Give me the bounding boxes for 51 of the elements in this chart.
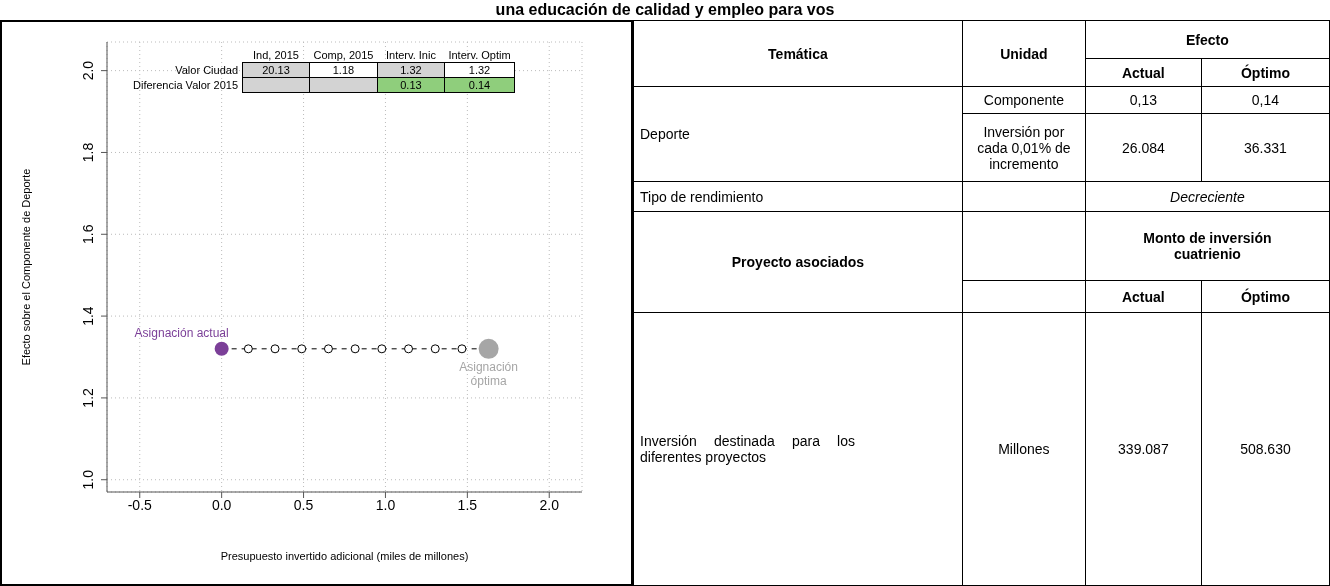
y-axis-title: Efecto sobre el Componente de Deporte bbox=[19, 168, 32, 366]
text: Efecto bbox=[1085, 20, 1330, 59]
y-tick-label: 1.6 bbox=[80, 224, 96, 245]
text: 36.331 bbox=[1201, 113, 1330, 182]
text: una educación de calidad y empleo para vos bbox=[494, 0, 836, 19]
annotation: 1.18 bbox=[309, 62, 378, 78]
annotation: 1.32 bbox=[377, 62, 445, 78]
text: 0,13 bbox=[1085, 86, 1202, 114]
text: Actual bbox=[1085, 58, 1202, 87]
x-tick-label: -0.5 bbox=[127, 496, 153, 513]
text: Inversión por cada 0,01% de incremento bbox=[962, 113, 1086, 182]
text: Óptimo bbox=[1201, 280, 1330, 313]
annotation: 0.13 bbox=[377, 77, 445, 93]
y-tick-label: 1.8 bbox=[80, 142, 96, 163]
text: Monto de inversión cuatrienio bbox=[1142, 230, 1273, 262]
annotation: Interv. Optim bbox=[447, 48, 512, 63]
text: Óptimo bbox=[1201, 58, 1330, 87]
text: 339.087 bbox=[1085, 312, 1202, 586]
annotation: Asignación actual bbox=[134, 325, 229, 340]
annotation: Valor Ciudad bbox=[174, 63, 239, 78]
annotation: 20.13 bbox=[242, 62, 310, 78]
text: Millones bbox=[962, 312, 1086, 586]
text: Decreciente bbox=[1085, 181, 1330, 212]
text: Deporte bbox=[633, 86, 963, 182]
annotation: 1.32 bbox=[444, 62, 515, 78]
text: Temática bbox=[633, 20, 963, 87]
text: 508.630 bbox=[1201, 312, 1330, 586]
annotation: Ind, 2015 bbox=[252, 48, 300, 63]
annotation: Diferencia Valor 2015 bbox=[132, 78, 239, 93]
text: 26.084 bbox=[1085, 113, 1202, 182]
text: Inversión destinada para los diferentes proyectos bbox=[640, 433, 855, 465]
annotation: Asignación óptima bbox=[459, 359, 518, 388]
y-tick-label: 1.2 bbox=[80, 387, 96, 408]
y-tick-label: 1.0 bbox=[80, 469, 96, 490]
x-tick-label: 0.5 bbox=[293, 496, 314, 513]
annotation: Comp, 2015 bbox=[312, 48, 375, 63]
x-tick-label: 1.5 bbox=[457, 496, 478, 513]
x-tick-label: 1.0 bbox=[375, 496, 396, 513]
y-tick-label: 1.4 bbox=[80, 306, 96, 326]
annotation: 0.14 bbox=[444, 77, 515, 93]
text: Componente bbox=[962, 86, 1086, 114]
text: Proyecto asociados bbox=[633, 211, 963, 313]
x-tick-label: 0.0 bbox=[211, 496, 232, 513]
text: Tipo de rendimiento bbox=[633, 181, 963, 212]
x-tick-label: 2.0 bbox=[539, 496, 560, 513]
text: Actual bbox=[1085, 280, 1202, 313]
text: 0,14 bbox=[1201, 86, 1330, 114]
text: Unidad bbox=[962, 20, 1086, 87]
x-axis-title: Presupuesto invertido adicional (miles de millones) bbox=[220, 550, 469, 562]
y-tick-label: 2.0 bbox=[80, 60, 96, 81]
annotation: Interv. Inic bbox=[384, 48, 437, 63]
